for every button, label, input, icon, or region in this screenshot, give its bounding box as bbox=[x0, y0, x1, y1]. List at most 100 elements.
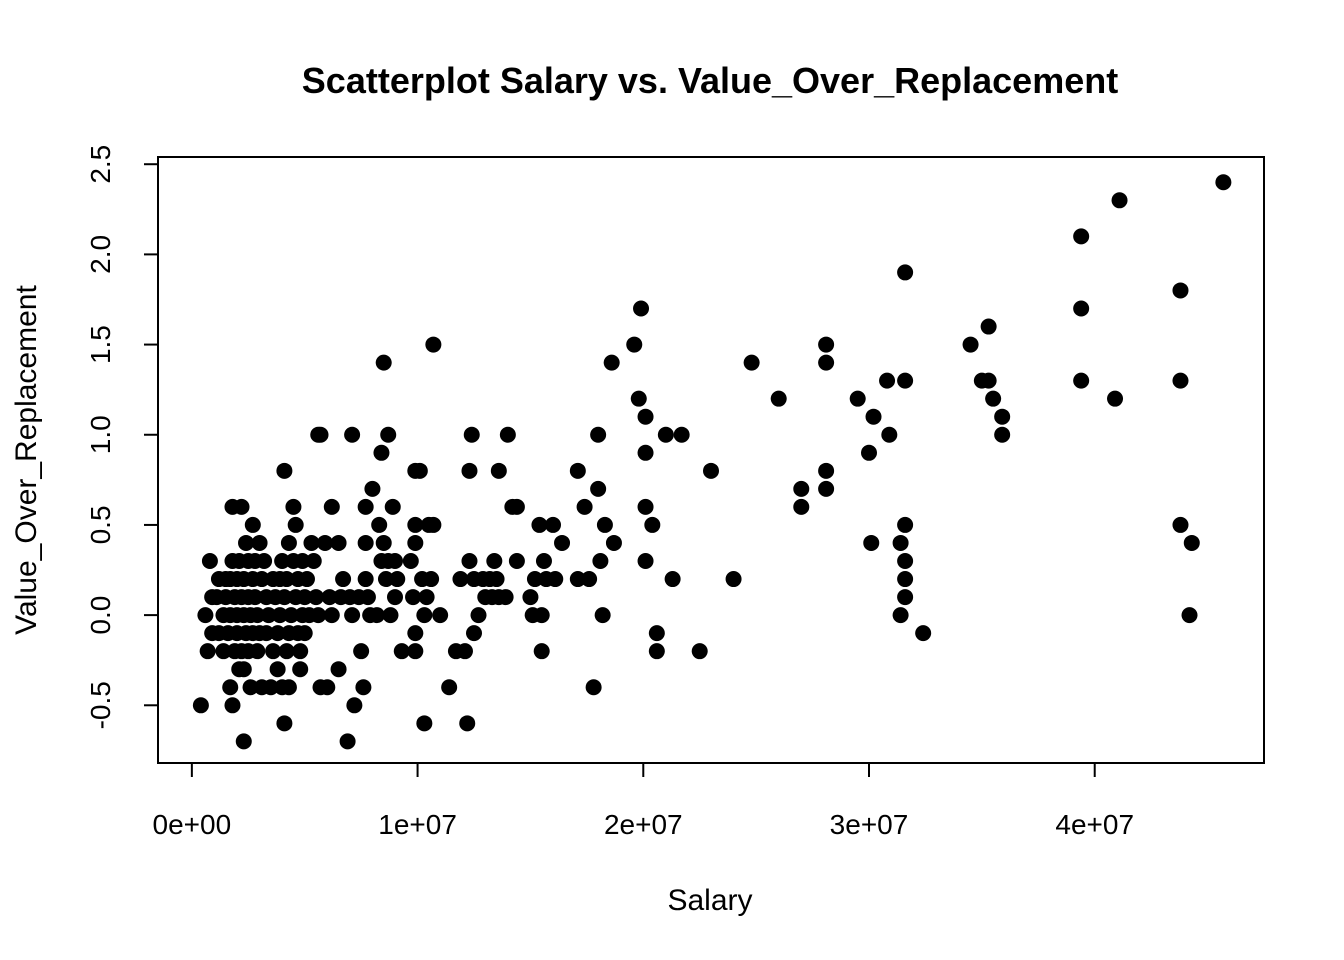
data-point bbox=[233, 498, 250, 515]
data-point bbox=[192, 697, 209, 714]
data-point bbox=[849, 390, 866, 407]
data-point bbox=[818, 480, 835, 497]
data-point bbox=[242, 679, 259, 696]
x-tick-label: 0e+00 bbox=[153, 809, 232, 840]
data-point bbox=[373, 444, 390, 461]
data-point bbox=[407, 625, 424, 642]
data-point bbox=[425, 516, 442, 533]
data-point bbox=[1183, 534, 1200, 551]
data-point bbox=[1107, 390, 1124, 407]
data-point bbox=[416, 715, 433, 732]
data-point bbox=[387, 553, 403, 569]
data-point bbox=[1172, 282, 1189, 299]
data-point bbox=[355, 679, 372, 696]
data-point bbox=[298, 571, 315, 588]
data-point bbox=[980, 318, 997, 335]
data-point bbox=[280, 679, 297, 696]
data-point bbox=[592, 553, 609, 569]
data-point bbox=[441, 679, 458, 696]
data-point bbox=[644, 516, 661, 533]
data-point bbox=[535, 553, 552, 569]
data-point bbox=[576, 498, 593, 515]
data-point bbox=[554, 534, 571, 551]
data-point bbox=[499, 426, 516, 443]
data-point bbox=[283, 607, 300, 624]
data-point bbox=[648, 625, 665, 642]
data-point bbox=[222, 679, 239, 696]
x-tick-label: 4e+07 bbox=[1055, 809, 1134, 840]
data-point bbox=[897, 372, 914, 389]
data-point bbox=[319, 679, 336, 696]
data-point bbox=[1111, 192, 1128, 209]
y-tick-label: 2.0 bbox=[85, 235, 116, 274]
data-point bbox=[276, 715, 293, 732]
data-point bbox=[818, 336, 835, 353]
data-point bbox=[330, 534, 347, 551]
data-point bbox=[581, 571, 598, 588]
data-point bbox=[1172, 372, 1189, 389]
data-point bbox=[393, 643, 410, 660]
data-point bbox=[1215, 174, 1232, 191]
x-tick-label: 2e+07 bbox=[604, 809, 683, 840]
data-point bbox=[312, 426, 329, 443]
data-point bbox=[725, 571, 742, 588]
data-point bbox=[258, 625, 275, 642]
data-point bbox=[897, 264, 914, 281]
data-point bbox=[371, 516, 388, 533]
data-point bbox=[863, 534, 880, 551]
data-point bbox=[545, 516, 561, 533]
y-tick-label: 0.5 bbox=[85, 505, 116, 544]
data-point bbox=[861, 444, 877, 461]
data-point bbox=[287, 516, 304, 533]
data-point bbox=[569, 462, 586, 479]
data-point bbox=[673, 426, 690, 443]
data-point bbox=[418, 589, 435, 606]
data-point bbox=[249, 607, 266, 624]
data-point bbox=[793, 498, 810, 515]
x-axis-label: Salary bbox=[667, 884, 752, 917]
y-tick-label: 1.5 bbox=[85, 325, 116, 364]
data-point bbox=[278, 643, 295, 660]
data-point bbox=[897, 553, 914, 569]
x-tick-label: 1e+07 bbox=[378, 809, 457, 840]
data-point bbox=[405, 589, 422, 606]
data-point bbox=[377, 571, 394, 588]
data-point bbox=[508, 498, 525, 515]
data-point bbox=[296, 589, 313, 606]
data-point bbox=[637, 498, 654, 515]
data-point bbox=[244, 516, 261, 533]
x-tick-label: 3e+07 bbox=[830, 809, 909, 840]
data-point bbox=[657, 426, 674, 443]
data-point bbox=[818, 462, 835, 479]
data-point bbox=[262, 679, 279, 696]
y-tick-label: 2.5 bbox=[85, 145, 116, 184]
data-point bbox=[260, 607, 277, 624]
data-point bbox=[407, 516, 424, 533]
data-point bbox=[793, 480, 810, 497]
data-point bbox=[335, 571, 352, 588]
data-point bbox=[280, 534, 297, 551]
data-point bbox=[201, 553, 218, 569]
data-point bbox=[249, 643, 266, 660]
data-point bbox=[637, 408, 654, 425]
data-point bbox=[308, 589, 324, 606]
data-point bbox=[357, 498, 374, 515]
data-point bbox=[897, 516, 914, 533]
data-point bbox=[770, 390, 787, 407]
data-point bbox=[881, 426, 898, 443]
data-point bbox=[470, 607, 487, 624]
data-point bbox=[317, 534, 334, 551]
data-point bbox=[425, 336, 442, 353]
data-point bbox=[892, 534, 909, 551]
plot-frame bbox=[157, 156, 1265, 764]
data-point bbox=[215, 643, 232, 660]
data-point bbox=[247, 589, 264, 606]
data-point bbox=[375, 354, 392, 371]
data-point bbox=[626, 336, 643, 353]
y-axis-label: Value_Over_Replacement bbox=[10, 285, 43, 635]
data-point bbox=[522, 589, 539, 606]
data-point bbox=[590, 480, 607, 497]
data-point bbox=[461, 553, 478, 569]
data-point bbox=[235, 733, 252, 750]
